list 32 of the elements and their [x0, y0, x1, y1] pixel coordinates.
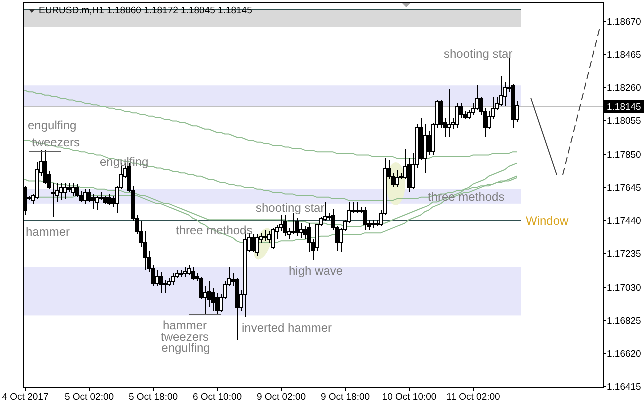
y-tick-label: 1.18260: [607, 83, 642, 94]
x-tick-label: 5 Oct 18:00: [128, 392, 178, 403]
annotation: tweezers: [160, 330, 210, 344]
x-tick-label: 5 Oct 02:00: [64, 392, 114, 403]
y-tick-label: 1.17440: [607, 216, 642, 227]
x-tick-label: 6 Oct 10:00: [192, 392, 242, 403]
annotation: inverted hammer: [242, 321, 332, 335]
y-tick-label: 1.17850: [607, 150, 642, 161]
annotation: engulfing: [162, 341, 210, 355]
annotation: high wave: [289, 264, 344, 278]
y-tick-label: 1.17235: [607, 249, 642, 260]
y-tick-label: 1.18670: [607, 17, 642, 28]
annotation: engulfing: [28, 118, 77, 132]
y-tick-label: 1.16415: [607, 382, 642, 393]
x-tick-label: 10 Oct 10:00: [382, 392, 437, 403]
annotation: hammer: [162, 318, 208, 332]
x-tick-label: 9 Oct 18:00: [320, 392, 370, 403]
y-tick-label: 1.17645: [607, 183, 642, 194]
y-tick-label: 1.16620: [607, 349, 642, 360]
y-tick-label: 1.18055: [607, 116, 642, 127]
y-tick-label: 1.18465: [607, 50, 642, 61]
y-tick-label: 1.16825: [607, 316, 642, 327]
x-tick-label: 9 Oct 02:00: [256, 392, 306, 403]
annotation: shooting star: [256, 201, 325, 215]
ref-line-label: Window: [526, 214, 570, 228]
annotation: tweezers: [32, 136, 80, 150]
annotation: shooting star: [444, 47, 513, 61]
ref-line-label: 1.18145: [607, 102, 642, 113]
x-tick-label: 4 Oct 2017: [2, 392, 49, 403]
x-tick-label: 11 Oct 02:00: [446, 392, 500, 403]
annotation: hammer: [26, 225, 70, 239]
y-tick-label: 1.17030: [607, 283, 642, 294]
